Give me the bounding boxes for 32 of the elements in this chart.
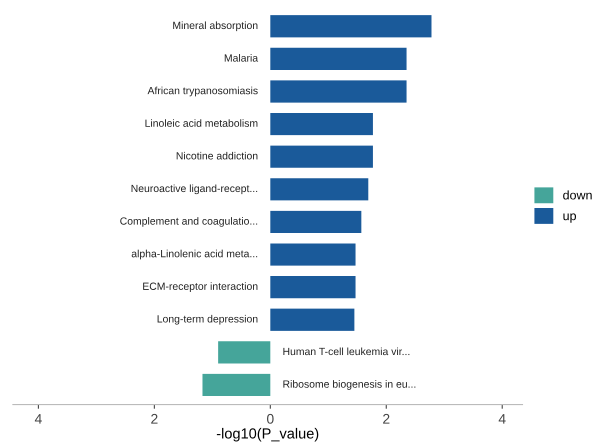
x-tick-label: 2 xyxy=(151,414,158,424)
y-tick-label: Neuroactive ligand-recept... xyxy=(132,184,258,194)
bar xyxy=(270,210,362,234)
y-tick-label: Long-term depression xyxy=(158,314,258,325)
y-tick-label: Mineral absorption xyxy=(173,21,258,32)
bar xyxy=(270,178,368,200)
y-tick-label: Linoleic acid metabolism xyxy=(145,119,258,127)
bar xyxy=(202,374,270,396)
y-tick-label: Nicotine addiction xyxy=(176,152,258,160)
y-tick-label: Malaria xyxy=(224,54,258,62)
y-tick-label: Ribosome biogenesis in eu... xyxy=(283,380,416,390)
bar xyxy=(270,276,356,298)
y-tick-label: Human T-cell leukemia vir... xyxy=(283,348,410,356)
x-axis-title: -log10(P_value) xyxy=(216,428,318,442)
bar xyxy=(270,146,373,168)
legend-label: up xyxy=(563,213,576,223)
bar xyxy=(270,308,354,331)
bar xyxy=(270,15,432,38)
y-tick-label: alpha-Linolenic acid meta... xyxy=(132,250,258,260)
x-tick-label: 4 xyxy=(34,414,42,424)
bar xyxy=(270,80,407,103)
bar xyxy=(218,341,270,364)
y-tick-label: African trypanosomiasis xyxy=(148,86,258,96)
x-tick-label: 2 xyxy=(383,414,390,424)
legend-label: down xyxy=(563,190,592,200)
y-tick-label: Complement and coagulatio... xyxy=(120,217,258,227)
y-tick-label: ECM-receptor interaction xyxy=(143,282,258,292)
bar xyxy=(270,48,407,70)
x-tick-label: 4 xyxy=(498,414,506,424)
x-tick-label: 0 xyxy=(266,414,274,424)
bar xyxy=(270,243,356,266)
bar xyxy=(270,113,373,136)
